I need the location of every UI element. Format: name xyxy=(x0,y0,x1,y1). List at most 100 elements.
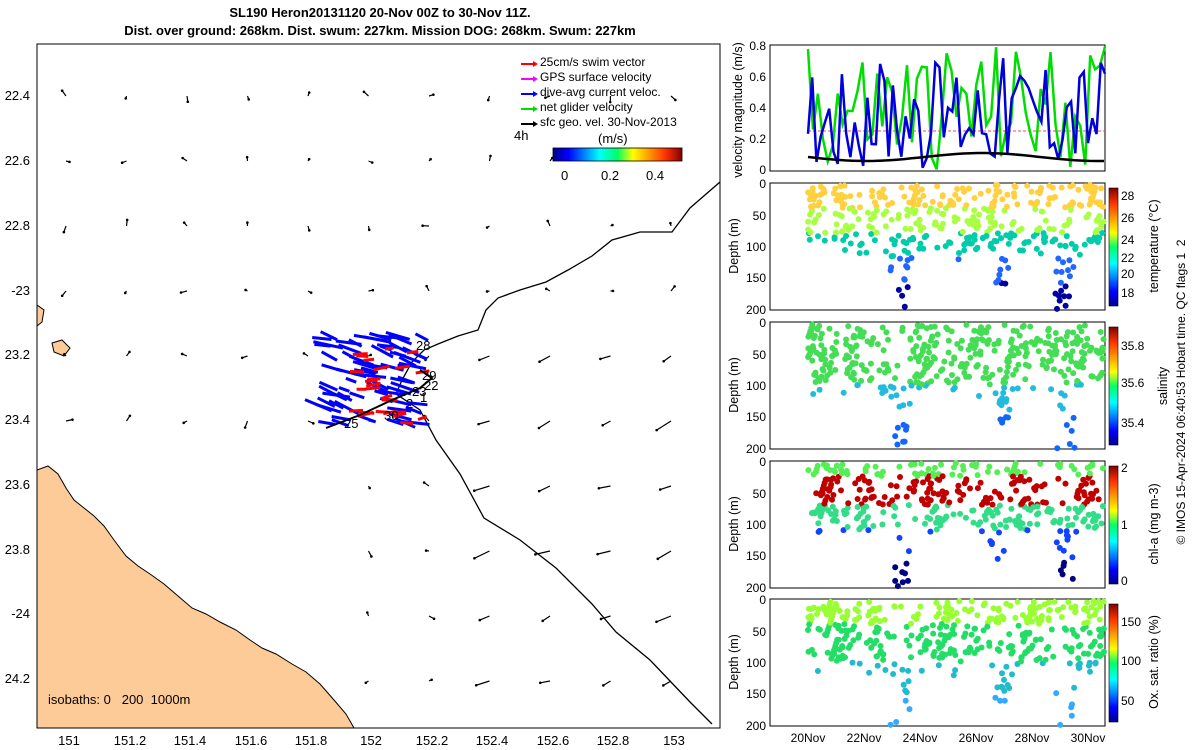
profile-point xyxy=(992,192,999,199)
profile-point xyxy=(903,423,910,430)
profile-point xyxy=(833,221,840,228)
profile-point xyxy=(996,271,1003,278)
profile-point xyxy=(877,643,884,649)
profile-point xyxy=(920,224,927,231)
profile-point xyxy=(1057,528,1064,535)
profile-point xyxy=(930,630,937,637)
sfc-arrowhead xyxy=(546,219,549,223)
sfc-arrowhead xyxy=(186,100,190,104)
profile-point xyxy=(892,577,899,584)
profile-point xyxy=(1086,662,1092,669)
profile-point xyxy=(822,631,829,638)
depth-ytick: 50 xyxy=(753,348,767,362)
profile-point xyxy=(839,652,846,659)
profile-point xyxy=(1073,528,1080,535)
profile-point xyxy=(1003,524,1010,530)
profile-point xyxy=(974,472,981,479)
profile-point xyxy=(849,659,856,666)
sfc-arrow xyxy=(600,615,611,620)
profile-point xyxy=(1045,644,1052,650)
profile-point xyxy=(963,477,970,484)
swim-vector xyxy=(352,352,368,356)
profile-point xyxy=(995,607,1002,614)
glider-track xyxy=(304,330,434,429)
profile-point xyxy=(1084,185,1091,192)
cbar-tick: 150 xyxy=(1121,615,1141,629)
island-shape xyxy=(51,339,71,357)
profile-point xyxy=(903,560,910,567)
dive-avg-vector xyxy=(414,332,429,342)
swim-vector xyxy=(384,346,394,351)
dive-avg-vector xyxy=(387,406,412,413)
depth-ylabel: Depth (m) xyxy=(727,634,741,690)
profile-point xyxy=(1062,242,1069,249)
profile-point xyxy=(942,651,949,658)
sfc-arrowhead xyxy=(596,552,599,556)
profile-point xyxy=(992,182,999,189)
profile-point xyxy=(910,195,917,202)
profile-point xyxy=(974,218,981,225)
profile-point xyxy=(965,185,972,192)
profile-point xyxy=(869,193,876,200)
profile-point xyxy=(1001,384,1008,391)
depth-ylabel: Depth (m) xyxy=(727,357,741,413)
profile-point xyxy=(1034,521,1041,528)
profile-point xyxy=(1100,648,1107,655)
profile-point xyxy=(843,632,850,639)
profile-point xyxy=(1057,516,1064,523)
sfc-arrowhead xyxy=(537,426,541,430)
profile-point xyxy=(1019,612,1026,618)
sfc-arrowhead xyxy=(611,289,615,293)
profile-point xyxy=(988,539,995,546)
profile-point xyxy=(927,528,934,535)
profile-point xyxy=(936,645,943,651)
profile-point xyxy=(989,662,996,669)
profile-point xyxy=(941,637,948,644)
profile-point xyxy=(906,485,913,492)
cbar-tick: 28 xyxy=(1121,189,1135,203)
profile-point xyxy=(838,213,845,220)
profile-point xyxy=(930,354,937,361)
profile-point xyxy=(911,461,918,468)
sfc-arrowhead xyxy=(602,684,605,687)
cbar-tick: 2 xyxy=(1121,461,1128,475)
profile-point xyxy=(1062,480,1069,487)
depth-ytick: 200 xyxy=(746,442,766,456)
profile-point xyxy=(810,391,817,397)
longitude-tick: 151 xyxy=(58,733,80,748)
profile-point xyxy=(879,501,886,508)
profile-point xyxy=(817,335,824,342)
profile-point xyxy=(833,657,840,664)
plot-title-line2: Dist. over ground: 268km. Dist. swum: 22… xyxy=(124,23,636,38)
profile-point xyxy=(1072,514,1079,521)
profile-point xyxy=(1089,479,1096,486)
profile-point xyxy=(967,485,973,492)
profile-point xyxy=(1045,325,1052,332)
profile-point xyxy=(1094,227,1100,234)
profile-point xyxy=(924,355,930,362)
profile-point xyxy=(998,223,1005,230)
sfc-arrowhead xyxy=(62,230,66,234)
day-label: 30 xyxy=(384,408,398,423)
profile-point xyxy=(842,247,848,253)
profile-point xyxy=(840,527,847,534)
profile-point xyxy=(827,598,834,605)
profile-point xyxy=(846,205,853,212)
profile-point xyxy=(913,478,920,485)
sfc-arrowhead xyxy=(182,221,186,224)
profile-point xyxy=(1092,660,1099,667)
profile-point xyxy=(1092,184,1099,191)
profile-point xyxy=(895,211,902,218)
profile-point xyxy=(1032,637,1039,643)
day-label: 1 xyxy=(420,390,427,405)
profile-point xyxy=(968,631,975,638)
svg-text:net glider velocity: net glider velocity xyxy=(540,100,633,114)
profile-point xyxy=(904,284,911,291)
sfc-arrow xyxy=(538,420,551,429)
profile-point xyxy=(894,441,901,448)
profile-point xyxy=(841,621,848,628)
profile-point xyxy=(1021,635,1028,642)
profile-point xyxy=(809,185,816,192)
profile-point xyxy=(995,340,1001,347)
sfc-arrowhead xyxy=(599,617,603,621)
